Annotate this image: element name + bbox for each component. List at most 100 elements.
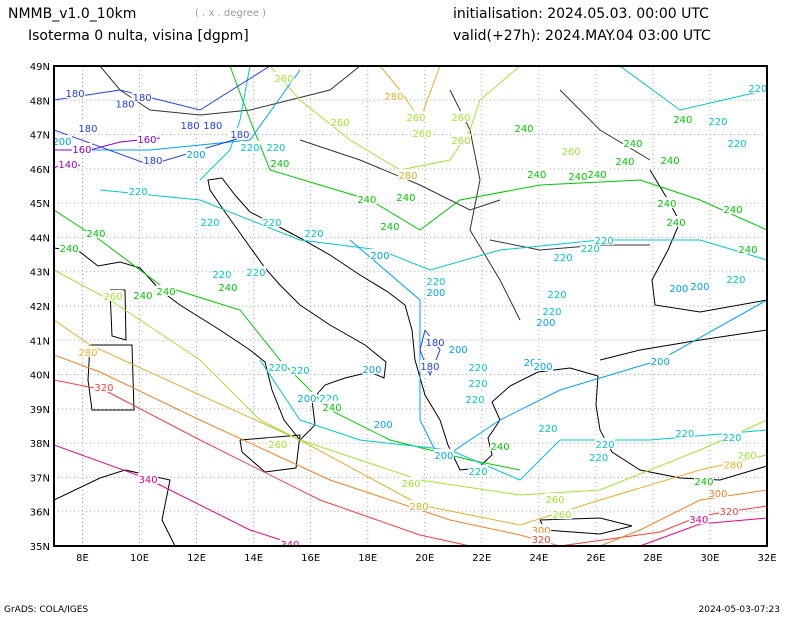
- contour-label-bg: [279, 537, 300, 546]
- contour-label: 220: [469, 363, 488, 374]
- contour-label: 240: [270, 159, 289, 170]
- lat-tick-label: 47N: [30, 131, 50, 142]
- contour-180: [54, 66, 271, 111]
- contour-label: 180: [115, 100, 134, 111]
- contour-280: [379, 66, 441, 122]
- contour-label: 220: [726, 275, 745, 286]
- lon-tick-label: 32E: [757, 553, 776, 564]
- contour-label-bg: [464, 392, 485, 404]
- contour-label: 260: [331, 118, 350, 129]
- lon-tick-label: 14E: [244, 553, 263, 564]
- contour-label: 180: [230, 130, 249, 141]
- contour-label-bg: [425, 274, 446, 286]
- contour-label-bg: [514, 122, 535, 134]
- contour-label-bg: [468, 464, 489, 476]
- contour-label-bg: [737, 243, 758, 255]
- contour-label-bg: [330, 115, 351, 127]
- contour-label: 220: [595, 440, 614, 451]
- contour-label: 140: [58, 160, 77, 171]
- contour-label-bg: [211, 268, 232, 280]
- render-timestamp: 2024-05-03-07:23: [698, 605, 781, 615]
- contour-320: [54, 379, 471, 546]
- contour-label-bg: [361, 363, 382, 375]
- contour-label: 200: [434, 451, 453, 462]
- contour-label-bg: [138, 472, 159, 484]
- contour-label-bg: [290, 364, 311, 376]
- contour-label-bg: [490, 439, 511, 451]
- contour-label: 220: [469, 379, 488, 390]
- contour-label: 180: [78, 124, 97, 135]
- contour-label-bg: [267, 361, 288, 373]
- contour-label-bg: [397, 169, 418, 181]
- contour-label-bg: [65, 87, 86, 99]
- contour-label-bg: [132, 90, 153, 102]
- lat-tick-label: 44N: [30, 233, 50, 244]
- contour-label-bg: [614, 154, 635, 166]
- contour-label: 320: [532, 535, 551, 546]
- contour-label: 260: [451, 136, 470, 147]
- lat-tick-label: 49N: [30, 62, 50, 73]
- contour-label-bg: [54, 135, 72, 147]
- contour-label-bg: [245, 266, 266, 278]
- contour-label: 200: [449, 345, 468, 356]
- lon-tick-label: 28E: [643, 553, 662, 564]
- contour-label: 240: [738, 245, 757, 256]
- field-title: Isoterma 0 nulta, visina [dgpm]: [28, 28, 249, 44]
- contour-label-bg: [723, 458, 744, 470]
- contour-label-bg: [448, 342, 469, 354]
- contour-label-bg: [588, 450, 609, 462]
- contour-label-bg: [186, 148, 207, 160]
- contour-label: 240: [623, 139, 642, 150]
- contour-label-bg: [217, 280, 238, 292]
- contour-label-bg: [468, 376, 489, 388]
- contour-label: 200: [362, 365, 381, 376]
- contour-label-bg: [369, 248, 390, 260]
- contour-label: 320: [720, 507, 739, 518]
- lat-tick-label: 35N: [30, 542, 50, 553]
- contour-label: 260: [406, 113, 425, 124]
- contour-label: 220: [305, 229, 324, 240]
- contour-label: 220: [266, 143, 285, 154]
- contour-label: 240: [724, 205, 743, 216]
- initialisation-time: initialisation: 2024.05.03. 00:00 UTC: [453, 6, 709, 22]
- contour-label-bg: [666, 216, 687, 227]
- contour-label-bg: [93, 380, 114, 392]
- contour-label-bg: [545, 493, 566, 505]
- contour-label: 240: [514, 124, 533, 135]
- contour-label: 260: [546, 495, 565, 506]
- contour-label-bg: [401, 476, 422, 488]
- unit-note: ( . x . degree ): [195, 8, 267, 19]
- contour-label: 240: [615, 157, 634, 168]
- contour-label: 200: [52, 137, 71, 148]
- contour-label-bg: [142, 153, 163, 165]
- contour-label-bg: [721, 430, 742, 442]
- model-title: NMMB_v1.0_10km: [8, 6, 137, 22]
- contour-label-bg: [425, 285, 446, 297]
- contour-label-bg: [531, 523, 552, 535]
- lon-tick-label: 22E: [472, 553, 491, 564]
- contour-label-bg: [650, 354, 671, 366]
- contour-label-bg: [551, 508, 572, 520]
- contour-label: 220: [548, 290, 567, 301]
- contour-label: 220: [268, 363, 287, 374]
- lon-tick-label: 24E: [529, 553, 548, 564]
- contour-label-bg: [707, 114, 728, 126]
- contour-label: 220: [291, 366, 310, 377]
- contour-label: 240: [380, 222, 399, 233]
- contour-label-bg: [737, 448, 758, 460]
- contour-label-bg: [707, 486, 728, 498]
- contour-label: 200: [651, 357, 670, 368]
- contour-label-bg: [747, 81, 767, 93]
- lon-tick-label: 26E: [586, 553, 605, 564]
- contour-300: [599, 489, 767, 546]
- contour-label: 200: [186, 150, 205, 161]
- contour-label-bg: [723, 202, 744, 214]
- contour-label: 260: [737, 451, 756, 462]
- lat-tick-label: 39N: [30, 405, 50, 416]
- contour-label: 180: [143, 156, 162, 167]
- contour-label: 180: [133, 93, 152, 104]
- lat-tick-label: 37N: [30, 473, 50, 484]
- contour-label-bg: [383, 89, 404, 101]
- contour-label: 260: [562, 147, 581, 158]
